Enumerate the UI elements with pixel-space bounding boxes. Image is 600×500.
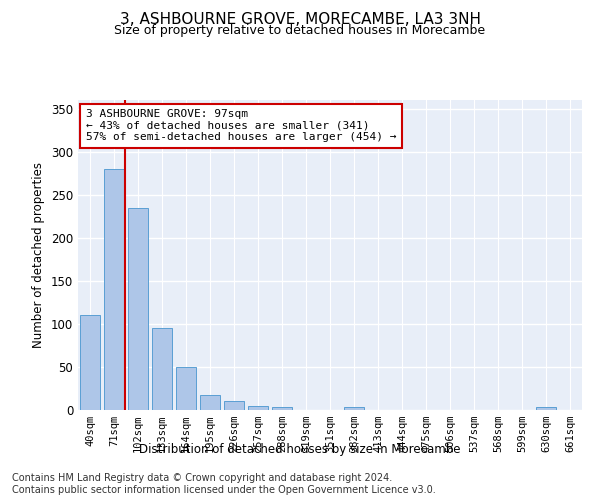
Bar [248,406,268,410]
Bar [224,400,244,410]
Bar [176,367,196,410]
Bar [80,316,100,410]
Text: 3, ASHBOURNE GROVE, MORECAMBE, LA3 3NH: 3, ASHBOURNE GROVE, MORECAMBE, LA3 3NH [119,12,481,28]
Bar [536,406,556,410]
Y-axis label: Number of detached properties: Number of detached properties [32,162,46,348]
Text: Size of property relative to detached houses in Morecambe: Size of property relative to detached ho… [115,24,485,37]
Bar [128,208,148,410]
Bar [272,406,292,410]
Bar [104,169,124,410]
Text: 3 ASHBOURNE GROVE: 97sqm
← 43% of detached houses are smaller (341)
57% of semi-: 3 ASHBOURNE GROVE: 97sqm ← 43% of detach… [86,110,396,142]
Bar [344,406,364,410]
Bar [200,394,220,410]
Bar [152,328,172,410]
Text: Contains HM Land Registry data © Crown copyright and database right 2024.
Contai: Contains HM Land Registry data © Crown c… [12,474,436,495]
Text: Distribution of detached houses by size in Morecambe: Distribution of detached houses by size … [139,442,461,456]
